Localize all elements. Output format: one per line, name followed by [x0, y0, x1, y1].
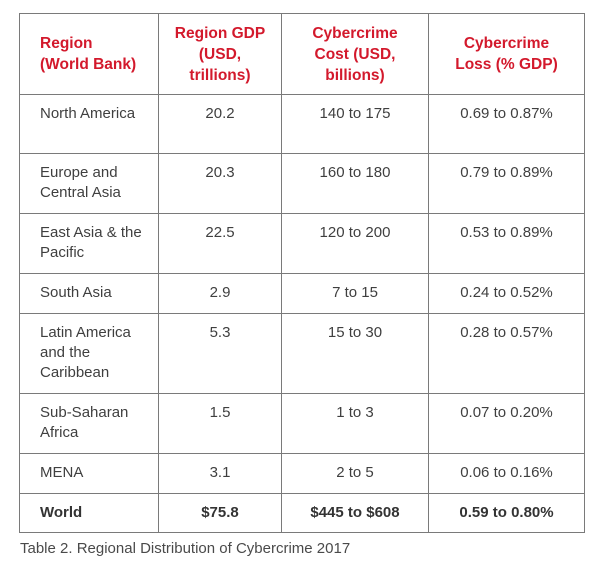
- table-row: MENA 3.1 2 to 5 0.06 to 0.16%: [19, 453, 585, 494]
- cell-region: MENA: [19, 453, 159, 494]
- table-row: Latin America and the Caribbean 5.3 15 t…: [19, 313, 585, 394]
- header-loss: Cybercrime Loss (% GDP): [428, 13, 585, 95]
- total-region: World: [19, 493, 159, 533]
- cell-cost: 140 to 175: [281, 94, 429, 154]
- table-row: South Asia 2.9 7 to 15 0.24 to 0.52%: [19, 273, 585, 314]
- table-row: Sub-Saharan Africa 1.5 1 to 3 0.07 to 0.…: [19, 393, 585, 454]
- cell-loss: 0.79 to 0.89%: [428, 153, 585, 214]
- table-row: East Asia & the Pacific 22.5 120 to 200 …: [19, 213, 585, 274]
- cell-loss: 0.06 to 0.16%: [428, 453, 585, 494]
- cell-gdp: 22.5: [158, 213, 282, 274]
- total-loss: 0.59 to 0.80%: [428, 493, 585, 533]
- cell-region: North America: [19, 94, 159, 154]
- cell-loss: 0.28 to 0.57%: [428, 313, 585, 394]
- cell-cost: 160 to 180: [281, 153, 429, 214]
- cell-loss: 0.53 to 0.89%: [428, 213, 585, 274]
- cell-region: Latin America and the Caribbean: [19, 313, 159, 394]
- table-row: Europe and Central Asia 20.3 160 to 180 …: [19, 153, 585, 214]
- cell-region: Sub-Saharan Africa: [19, 393, 159, 454]
- cell-gdp: 2.9: [158, 273, 282, 314]
- cell-gdp: 20.2: [158, 94, 282, 154]
- header-region: Region (World Bank): [19, 13, 159, 95]
- cell-gdp: 5.3: [158, 313, 282, 394]
- cell-loss: 0.69 to 0.87%: [428, 94, 585, 154]
- table-row: North America 20.2 140 to 175 0.69 to 0.…: [19, 94, 585, 154]
- cell-cost: 1 to 3: [281, 393, 429, 454]
- cell-cost: 15 to 30: [281, 313, 429, 394]
- total-gdp: $75.8: [158, 493, 282, 533]
- header-region-line1: Region: [40, 35, 93, 52]
- header-region-line2: (World Bank): [40, 56, 137, 73]
- table-caption: Table 2. Regional Distribution of Cyberc…: [20, 540, 351, 557]
- total-row: World $75.8 $445 to $608 0.59 to 0.80%: [19, 493, 585, 533]
- header-row: Region (World Bank) Region GDP (USD, tri…: [19, 13, 585, 95]
- cell-gdp: 3.1: [158, 453, 282, 494]
- cell-cost: 120 to 200: [281, 213, 429, 274]
- header-gdp: Region GDP (USD, trillions): [158, 13, 282, 95]
- header-cost: Cybercrime Cost (USD, billions): [281, 13, 429, 95]
- cell-gdp: 1.5: [158, 393, 282, 454]
- cell-region: Europe and Central Asia: [19, 153, 159, 214]
- cell-loss: 0.07 to 0.20%: [428, 393, 585, 454]
- cell-cost: 2 to 5: [281, 453, 429, 494]
- cell-region: East Asia & the Pacific: [19, 213, 159, 274]
- cell-loss: 0.24 to 0.52%: [428, 273, 585, 314]
- cell-region: South Asia: [19, 273, 159, 314]
- cell-gdp: 20.3: [158, 153, 282, 214]
- cell-cost: 7 to 15: [281, 273, 429, 314]
- total-cost: $445 to $608: [281, 493, 429, 533]
- cybercrime-table: Region (World Bank) Region GDP (USD, tri…: [19, 13, 585, 533]
